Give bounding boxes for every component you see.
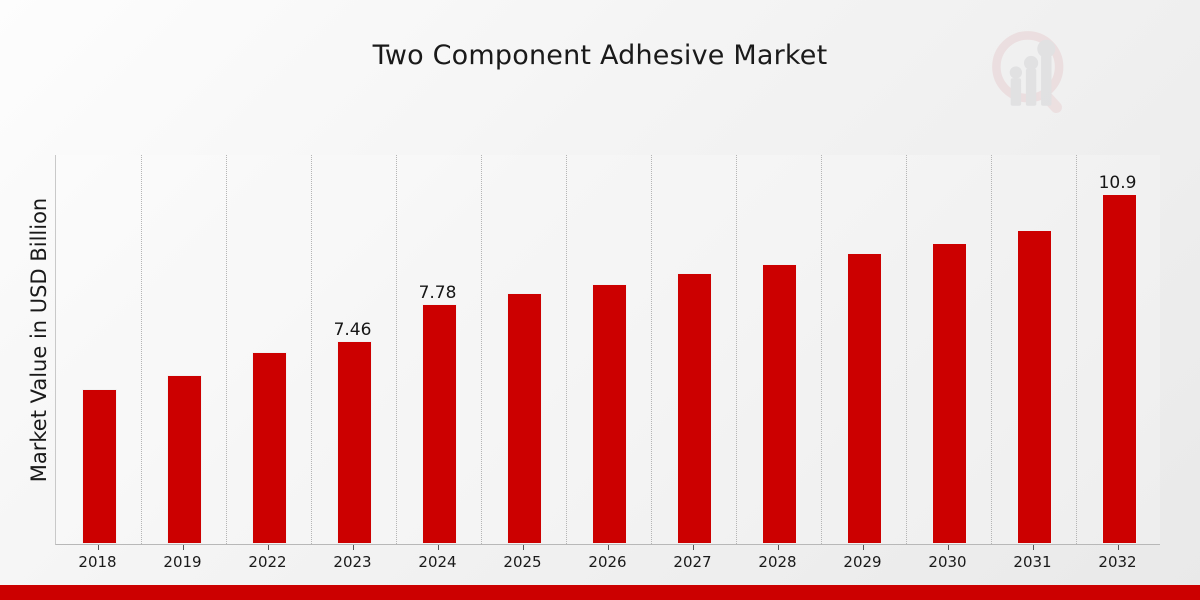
chart-title: Two Component Adhesive Market	[372, 40, 828, 71]
x-tick-label-2024: 2024	[418, 553, 457, 571]
gridline	[821, 155, 822, 544]
gridline	[566, 155, 567, 544]
bar-2025[interactable]	[507, 293, 542, 544]
x-tick-label-2032: 2032	[1098, 553, 1137, 571]
gridline	[226, 155, 227, 544]
x-tick-mark-2027	[692, 545, 694, 550]
bar-2032[interactable]	[1102, 193, 1137, 544]
x-tick-label-2028: 2028	[758, 553, 797, 571]
x-tick-label-2023: 2023	[333, 553, 372, 571]
x-tick-mark-2025	[522, 545, 524, 550]
bar-2018[interactable]	[82, 388, 117, 544]
bar-2023[interactable]	[337, 340, 372, 544]
bar-2027[interactable]	[677, 273, 712, 544]
x-tick-mark-2031	[1032, 545, 1034, 550]
gridline	[1076, 155, 1077, 544]
bar-value-label-2032: 10.9	[1098, 172, 1137, 193]
x-tick-label-2029: 2029	[843, 553, 882, 571]
bar-2019[interactable]	[167, 375, 202, 544]
bar-2024[interactable]	[422, 303, 457, 544]
x-tick-mark-2024	[437, 545, 439, 550]
x-tick-label-2026: 2026	[588, 553, 627, 571]
bar-value-label-2023: 7.46	[333, 319, 372, 340]
y-axis-label: Market Value in USD Billion	[27, 197, 51, 483]
x-tick-mark-2028	[777, 545, 779, 550]
x-tick-mark-2030	[947, 545, 949, 550]
market-research-logo-icon	[992, 31, 1064, 114]
x-tick-label-2031: 2031	[1013, 553, 1052, 571]
x-tick-mark-2023	[352, 545, 354, 550]
x-tick-mark-2018	[97, 545, 99, 550]
bar-2029[interactable]	[847, 253, 882, 544]
x-tick-label-2018: 2018	[78, 553, 117, 571]
gridline	[736, 155, 737, 544]
x-tick-label-2027: 2027	[673, 553, 712, 571]
bar-2030[interactable]	[932, 243, 967, 544]
gridline	[396, 155, 397, 544]
x-tick-mark-2022	[267, 545, 269, 550]
x-tick-mark-2019	[182, 545, 184, 550]
gridline	[651, 155, 652, 544]
plot-area	[55, 155, 1160, 545]
gridline	[481, 155, 482, 544]
bar-2026[interactable]	[592, 284, 627, 544]
x-tick-label-2022: 2022	[248, 553, 287, 571]
gridline	[991, 155, 992, 544]
x-tick-label-2019: 2019	[163, 553, 202, 571]
x-tick-mark-2029	[862, 545, 864, 550]
x-tick-mark-2032	[1117, 545, 1119, 550]
gridline	[311, 155, 312, 544]
footer-bar	[0, 585, 1200, 600]
x-tick-label-2025: 2025	[503, 553, 542, 571]
gridline	[906, 155, 907, 544]
bar-value-label-2024: 7.78	[418, 282, 457, 303]
bar-2022[interactable]	[252, 351, 287, 544]
bar-2031[interactable]	[1017, 230, 1052, 544]
bar-2028[interactable]	[762, 263, 797, 544]
gridline	[141, 155, 142, 544]
x-tick-mark-2026	[607, 545, 609, 550]
x-tick-label-2030: 2030	[928, 553, 967, 571]
